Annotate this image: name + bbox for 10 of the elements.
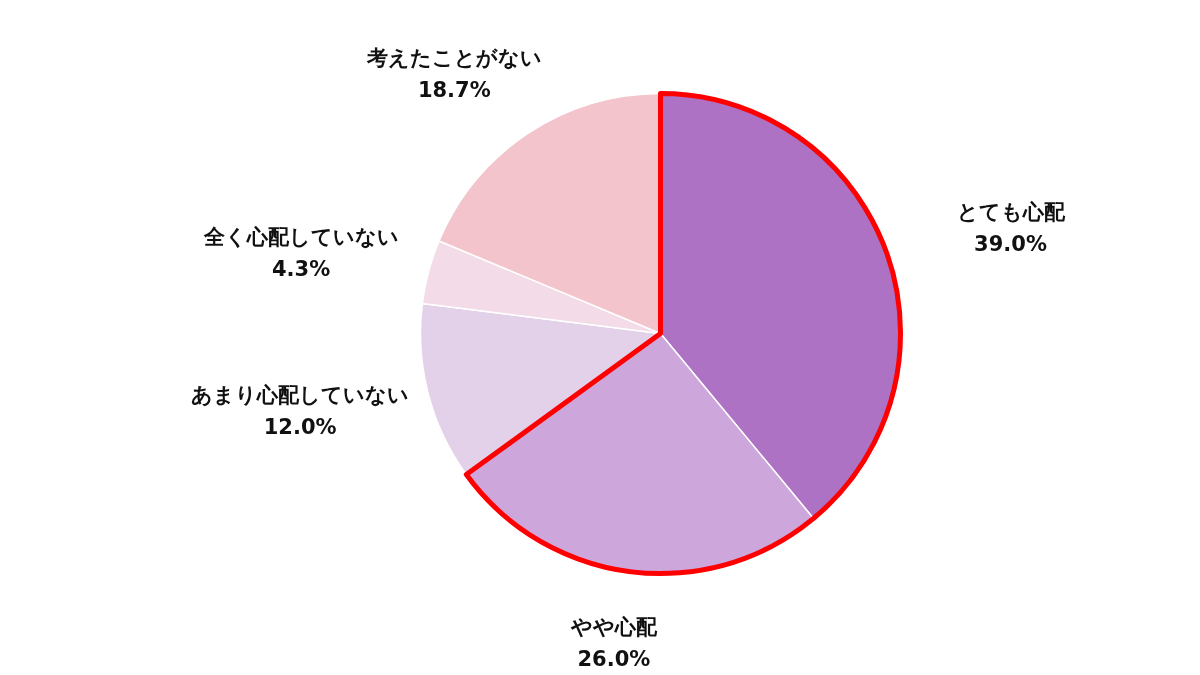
data-label: 39.0% — [974, 231, 1047, 256]
data-label: 12.0% — [263, 415, 337, 440]
slice-label: とても心配 — [956, 199, 1066, 224]
data-label: 26.0% — [577, 647, 651, 672]
slice-label: 考えたことがない — [365, 45, 542, 70]
data-label: 4.3% — [271, 257, 331, 282]
slice-label: あまり心配していない — [191, 383, 410, 408]
slice-label: 全く心配していない — [202, 225, 399, 250]
slice-label: やや心配 — [569, 615, 658, 640]
data-label: 18.7% — [417, 77, 491, 102]
